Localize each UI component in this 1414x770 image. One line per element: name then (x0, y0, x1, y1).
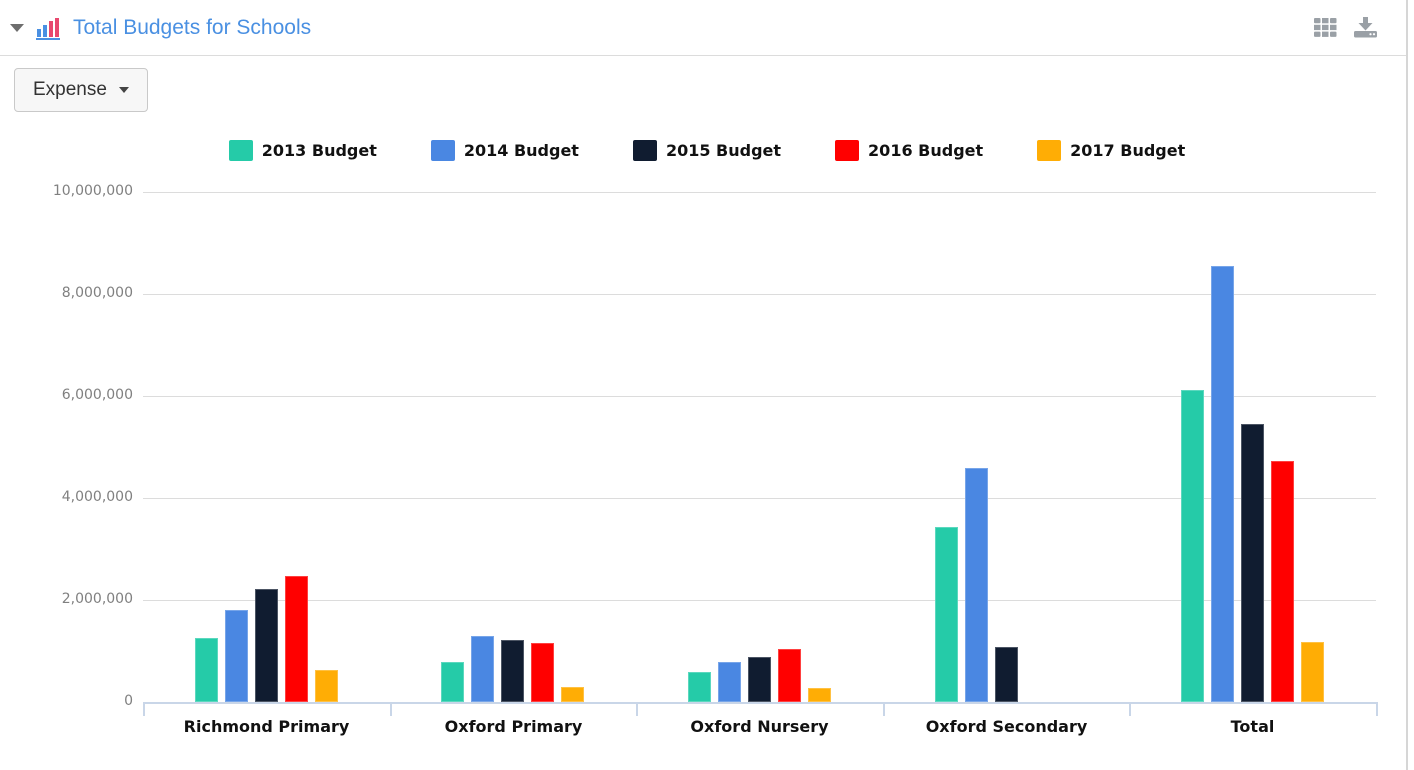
legend-item-2017-budget[interactable]: 2017 Budget (1037, 140, 1185, 161)
bar-2017-total[interactable] (1301, 642, 1324, 702)
bar-2016-oxford-primary[interactable] (531, 643, 554, 702)
legend-label: 2016 Budget (868, 141, 984, 160)
data-table-icon[interactable] (1314, 18, 1337, 37)
bar-2014-total[interactable] (1211, 266, 1234, 702)
legend-label: 2017 Budget (1070, 141, 1186, 160)
x-axis-tick (1376, 704, 1378, 716)
legend-swatch (835, 140, 860, 161)
bar-2017-richmond-primary[interactable] (315, 670, 338, 702)
bar-2014-richmond-primary[interactable] (225, 610, 248, 702)
panel-right-border (1406, 0, 1408, 770)
x-axis-line (143, 702, 1378, 704)
bar-2013-total[interactable] (1181, 390, 1204, 702)
legend-swatch (632, 140, 657, 161)
x-category-label-oxford-nursery: Oxford Nursery (690, 717, 829, 736)
bar-2016-oxford-nursery[interactable] (778, 649, 801, 702)
x-category-label-oxford-primary: Oxford Primary (444, 717, 583, 736)
expense-dropdown[interactable]: Expense (14, 68, 148, 112)
bar-2015-total[interactable] (1241, 424, 1264, 702)
bar-2013-oxford-primary[interactable] (441, 662, 464, 702)
chart-header: Total Budgets for Schools (0, 0, 1406, 56)
y-gridline (143, 192, 1376, 193)
bar-2014-oxford-nursery[interactable] (718, 662, 741, 702)
x-axis-tick (390, 704, 392, 716)
y-axis-tick-label: 6,000,000 (61, 387, 133, 403)
bar-2015-oxford-secondary[interactable] (995, 647, 1018, 702)
bar-2014-oxford-primary[interactable] (471, 636, 494, 702)
legend-label: 2013 Budget (261, 141, 377, 160)
chart-title[interactable]: Total Budgets for Schools (73, 15, 312, 39)
legend-label: 2014 Budget (463, 141, 579, 160)
x-axis-tick (636, 704, 638, 716)
bar-2013-oxford-nursery[interactable] (688, 672, 711, 702)
bar-2015-richmond-primary[interactable] (255, 589, 278, 702)
x-axis-tick (883, 704, 885, 716)
bar-2016-total[interactable] (1271, 461, 1294, 702)
bar-2013-oxford-secondary[interactable] (935, 527, 958, 702)
bar-2015-oxford-nursery[interactable] (748, 657, 771, 702)
legend-swatch (430, 140, 455, 161)
chart-legend: 2013 Budget 2014 Budget 2015 Budget 2016 Bu… (0, 140, 1414, 161)
legend-item-2014-budget[interactable]: 2014 Budget (430, 140, 579, 161)
bar-2017-oxford-nursery[interactable] (808, 688, 831, 702)
collapse-chevron-icon[interactable] (10, 23, 24, 32)
bar-2015-oxford-primary[interactable] (501, 640, 524, 702)
bar-2013-richmond-primary[interactable] (195, 638, 218, 702)
x-category-label-richmond-primary: Richmond Primary (183, 717, 350, 736)
header-actions (1314, 17, 1378, 38)
y-axis-tick-label: 4,000,000 (61, 489, 133, 505)
y-axis-tick-label: 0 (124, 693, 133, 709)
x-category-label-oxford-secondary: Oxford Secondary (925, 717, 1088, 736)
expense-dropdown-label: Expense (33, 79, 107, 100)
legend-swatch (228, 140, 253, 161)
x-axis-tick (143, 704, 145, 716)
bar-2014-oxford-secondary[interactable] (965, 468, 988, 702)
x-axis-tick (1129, 704, 1131, 716)
bar-2017-oxford-primary[interactable] (561, 687, 584, 702)
download-icon[interactable] (1353, 17, 1378, 38)
y-axis-tick-label: 10,000,000 (52, 183, 133, 199)
legend-item-2013-budget[interactable]: 2013 Budget (228, 140, 377, 161)
caret-down-icon (118, 87, 129, 93)
x-category-label-total: Total (1230, 717, 1275, 736)
chart-toolbar: Expense (14, 68, 148, 112)
legend-label: 2015 Budget (665, 141, 782, 160)
y-axis-tick-label: 2,000,000 (61, 591, 133, 607)
y-gridline (143, 294, 1376, 295)
legend-swatch (1037, 140, 1062, 161)
legend-item-2016-budget[interactable]: 2016 Budget (835, 140, 983, 161)
legend-item-2015-budget[interactable]: 2015 Budget (632, 140, 782, 161)
bar-chart-icon (36, 16, 63, 40)
y-axis-tick-label: 8,000,000 (61, 285, 133, 301)
bar-2016-richmond-primary[interactable] (285, 576, 308, 702)
